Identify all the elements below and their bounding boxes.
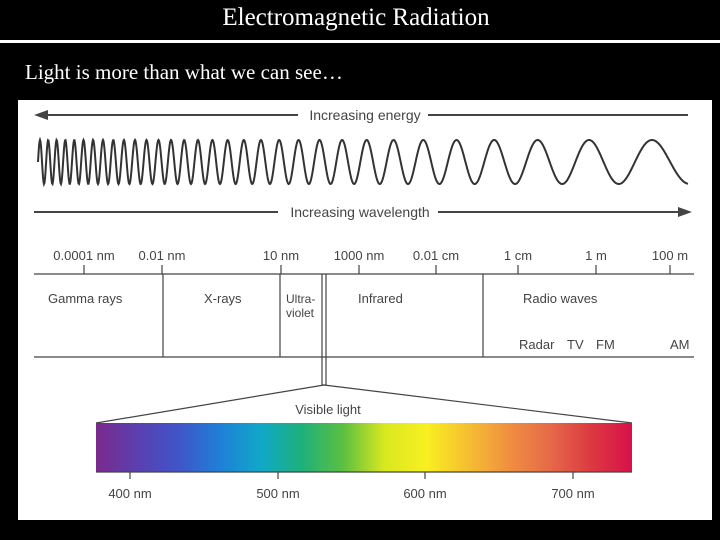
tick-label: 1 m xyxy=(585,248,607,263)
tick-label: 0.0001 nm xyxy=(53,248,114,263)
wavelength-label: Increasing wavelength xyxy=(290,204,429,220)
region-radio-waves: Radio waves xyxy=(523,291,598,306)
visible-tick-label: 500 nm xyxy=(256,486,299,501)
tick-label: 0.01 cm xyxy=(413,248,459,263)
region-ultraviolet-2: violet xyxy=(286,306,315,320)
band-fm: FM xyxy=(596,337,615,352)
visible-fan-right xyxy=(323,384,633,424)
visible-spectrum-bar xyxy=(96,423,632,472)
region-x-rays: X-rays xyxy=(204,291,242,306)
title-divider xyxy=(0,40,720,43)
visible-light-label: Visible light xyxy=(295,402,361,417)
visible-fan-left xyxy=(95,384,325,424)
slide-subtitle: Light is more than what we can see… xyxy=(25,60,343,84)
wavelength-arrow-head xyxy=(678,207,692,217)
visible-tick-label: 400 nm xyxy=(108,486,151,501)
wave-path xyxy=(37,136,689,188)
region-ultraviolet-1: Ultra- xyxy=(286,292,315,306)
band-radar: Radar xyxy=(519,337,555,352)
slide-title: Electromagnetic Radiation xyxy=(222,4,490,31)
tick-label: 1 cm xyxy=(504,248,532,263)
visible-tick-label: 700 nm xyxy=(551,486,594,501)
tick-label: 0.01 nm xyxy=(139,248,186,263)
scale-ticks: 0.0001 nm 0.01 nm 10 nm 1000 nm 0.01 cm … xyxy=(53,248,688,274)
em-spectrum-diagram: Increasing energy Increasing wavelength … xyxy=(18,100,712,520)
tick-label: 1000 nm xyxy=(334,248,385,263)
energy-label: Increasing energy xyxy=(309,107,420,123)
band-tv: TV xyxy=(567,337,584,352)
region-gamma-rays: Gamma rays xyxy=(48,291,123,306)
visible-tick-label: 600 nm xyxy=(403,486,446,501)
tick-label: 100 m xyxy=(652,248,688,263)
tick-label: 10 nm xyxy=(263,248,299,263)
band-am: AM xyxy=(670,337,690,352)
region-infrared: Infrared xyxy=(358,291,403,306)
energy-arrow-head xyxy=(34,110,48,120)
